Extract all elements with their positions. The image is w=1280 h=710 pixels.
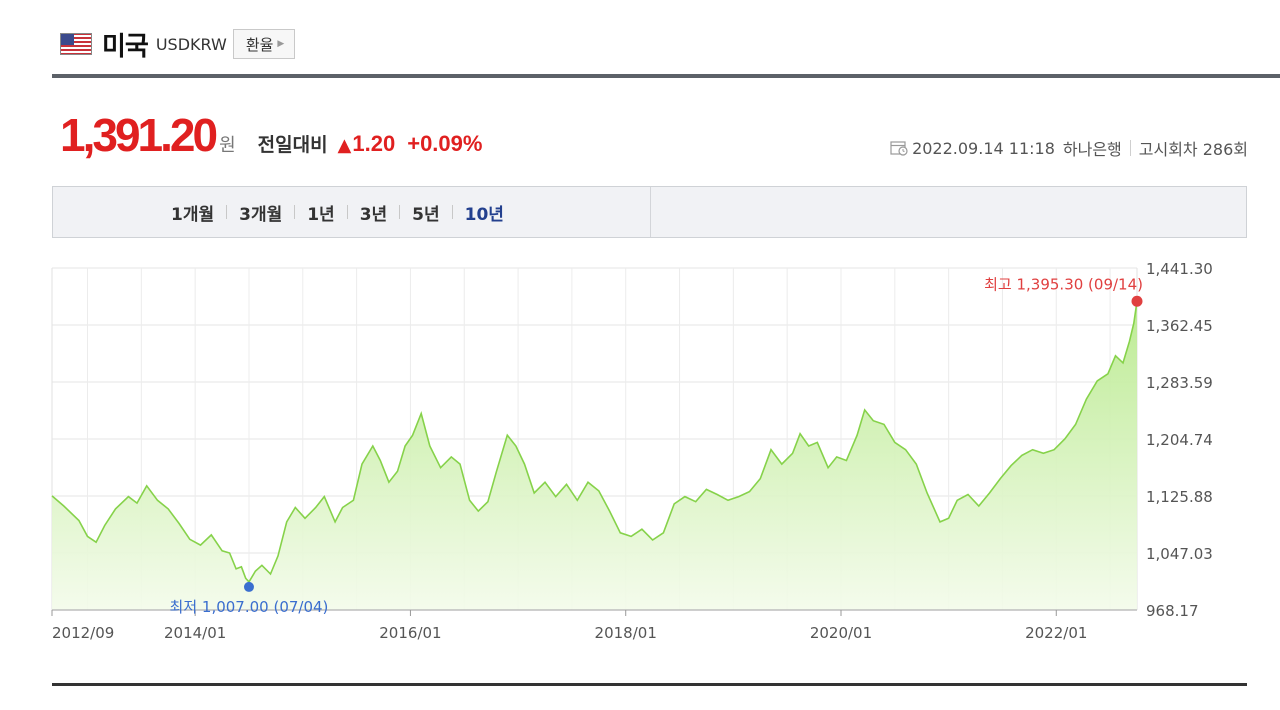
tab-separator: [451, 205, 453, 219]
y-tick-label: 1,362.45: [1146, 317, 1213, 335]
exchange-rate-button-label: 환율: [245, 35, 274, 54]
bank-name: 하나은행: [1062, 140, 1122, 159]
x-tick-label: 2020/01: [810, 624, 872, 642]
header-divider: [52, 74, 1280, 78]
y-tick-label: 1,283.59: [1146, 374, 1213, 392]
up-triangle-icon: ▲: [337, 135, 352, 156]
tab-period-2[interactable]: 1년: [307, 204, 335, 225]
tab-separator: [226, 205, 228, 219]
tab-separator: [294, 205, 296, 219]
price-unit: 원: [219, 135, 236, 156]
x-tick-label: 2012/09: [52, 624, 114, 642]
exchange-rate-chart: 1,441.30 1,362.45 1,283.59 1,204.74 1,125.88…: [51, 260, 1213, 642]
period-tab-list: 1개월 3개월 1년 3년 5년 10년: [171, 187, 504, 237]
period-tabs: 1개월 3개월 1년 3년 5년 10년: [52, 186, 1247, 238]
tabs-divider: [650, 187, 651, 237]
calendar-clock-icon: [890, 141, 908, 156]
meta-separator: [1129, 140, 1131, 156]
tab-period-1[interactable]: 3개월: [239, 204, 283, 225]
min-annotation: 최저 1,007.00 (07/04): [170, 598, 329, 616]
x-tick-label: 2018/01: [595, 624, 657, 642]
tab-period-3[interactable]: 3년: [359, 204, 388, 225]
max-annotation: 최고 1,395.30 (09/14): [984, 275, 1143, 293]
x-tick-label: 2022/01: [1025, 624, 1087, 642]
series-area: [52, 301, 1137, 610]
min-point-marker: [243, 581, 254, 592]
max-point-marker: [1131, 295, 1143, 307]
price-change: 1.20: [352, 131, 396, 156]
x-tick-label: 2016/01: [379, 624, 441, 642]
quote-datetime: 2022.09.14 11:18: [912, 138, 1055, 158]
country-name: 미국: [102, 31, 149, 62]
tab-period-5[interactable]: 10년: [464, 204, 504, 225]
notice-round: 고시회차 286회: [1138, 140, 1248, 159]
tab-separator: [346, 205, 348, 219]
x-tick-label: 2014/01: [164, 624, 226, 642]
y-tick-label: 1,441.30: [1146, 260, 1213, 278]
chart-axes: 1,441.30 1,362.45 1,283.59 1,204.74 1,125.88…: [51, 260, 1213, 642]
y-tick-label: 968.17: [1146, 602, 1199, 620]
exchange-rate-button[interactable]: 환율 ▶: [232, 29, 296, 59]
header: 미국 USDKRW 환율 ▶: [60, 24, 296, 64]
footer-divider: [52, 683, 1247, 686]
price-change-percent: +0.09%: [407, 131, 483, 156]
currency-code: USDKRW: [155, 34, 227, 54]
current-price: 1,391.20: [60, 109, 218, 161]
quote-row: 1,391.20 원 전일대비 ▲ 1.20 +0.09%: [60, 108, 482, 162]
compare-label: 전일대비: [257, 134, 328, 156]
caret-right-icon: ▶: [277, 39, 285, 49]
quote-meta: 2022.09.14 11:18 하나은행 고시회차 286회: [890, 136, 1248, 160]
y-tick-label: 1,204.74: [1146, 431, 1213, 449]
chart-marks: 최고 1,395.30 (09/14) 최저 1,007.00 (07/04): [170, 275, 1143, 616]
tab-separator: [399, 205, 401, 219]
tab-period-0[interactable]: 1개월: [171, 204, 215, 225]
series-line: [51, 301, 1138, 584]
y-tick-label: 1,047.03: [1146, 545, 1213, 563]
tab-period-4[interactable]: 5년: [412, 204, 440, 225]
us-flag-icon: [60, 33, 92, 55]
y-tick-label: 1,125.88: [1146, 488, 1213, 506]
